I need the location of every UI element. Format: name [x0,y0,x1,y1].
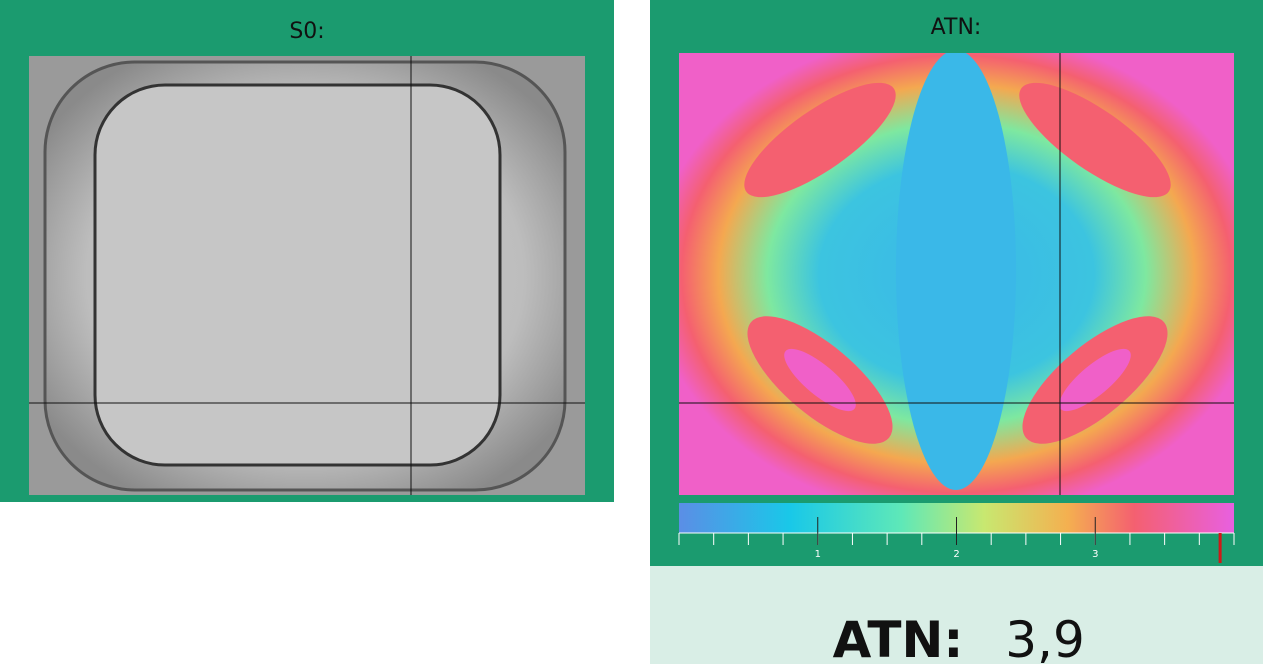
panel-title: S0: [289,19,324,44]
image [679,53,1234,495]
readout-panel [650,566,1263,664]
tick-label: 1 [815,549,821,560]
panel-title: ATN: [931,15,982,40]
readout-value: 3,9 [1005,611,1085,664]
image-shape [93,83,502,467]
tick-label: 2 [953,549,959,560]
tick-label: 3 [1092,549,1098,560]
readout-label: ATN: [833,611,964,664]
